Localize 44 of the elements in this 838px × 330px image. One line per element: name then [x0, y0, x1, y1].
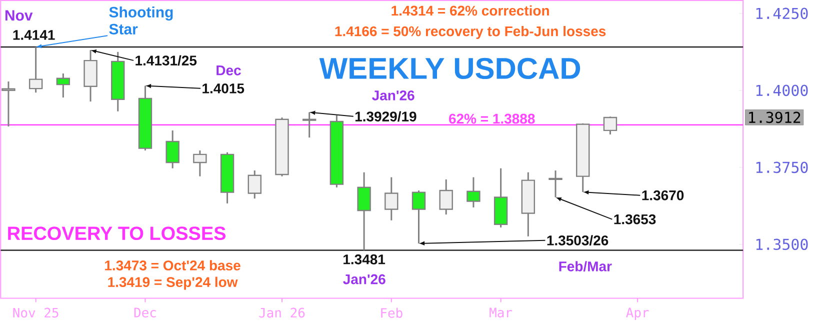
annotation: 1.3481: [344, 254, 386, 264]
annotation: 1.4015: [202, 83, 244, 94]
annotation: 1.3929/19: [355, 111, 416, 122]
annotation: Jan'26: [372, 90, 414, 100]
candlestick: [357, 171, 371, 251]
candlestick: [603, 116, 618, 136]
annotation: 1.4141: [13, 30, 55, 40]
x-tick-label: Nov 25: [13, 308, 58, 318]
x-tick-label: Dec: [134, 308, 156, 318]
candlestick: [384, 176, 398, 221]
annotation: 1.3653: [614, 214, 656, 224]
annotation: Nov: [5, 10, 33, 21]
annotation: 1.4314 = 62% correction: [392, 5, 549, 16]
annotation: Feb/Mar: [559, 260, 612, 272]
annotation: 1.3473 = Oct'24 base: [105, 260, 240, 270]
candlestick: [56, 72, 70, 98]
annotation: 1.3503/26: [547, 234, 608, 246]
y-tick-label: 1.3500: [756, 238, 808, 250]
annotation: Shooting Star: [109, 6, 173, 34]
y-tick-label: 1.4000: [756, 84, 808, 96]
annotation: 1.3670: [642, 190, 684, 200]
y-tick-label: 1.3750: [756, 162, 808, 173]
ref-line-label: 62% = 1.3888: [449, 114, 535, 124]
candlestick: [28, 46, 43, 94]
text: WEEKLY USDCAD: [319, 58, 580, 79]
text: 1.3912: [749, 112, 800, 123]
x-tick-label: Jan 26: [259, 308, 305, 318]
x-tick-label: Feb: [381, 308, 402, 318]
annotation: 1.3419 = Sep'24 low: [108, 276, 238, 290]
annotation: Dec: [216, 65, 241, 76]
candlestick: [466, 176, 480, 208]
annotation: 1.4166 = 50% recovery to Feb-Jun losses: [335, 26, 606, 39]
candlestick: [166, 130, 180, 169]
y-tick-label: 1.4250: [756, 8, 808, 19]
x-tick-label: Apr: [626, 308, 649, 320]
candlestick: [2, 80, 16, 128]
candlestick: [193, 150, 207, 177]
candlestick: [439, 178, 453, 216]
candlestick: [248, 170, 262, 200]
annotation: 1.4131/25: [136, 55, 197, 66]
annotation: Jan'26: [343, 274, 386, 284]
candlestick: [548, 170, 562, 198]
x-tick-label: Mar: [490, 308, 512, 318]
annotation: RECOVERY TO LOSSES: [8, 226, 226, 240]
